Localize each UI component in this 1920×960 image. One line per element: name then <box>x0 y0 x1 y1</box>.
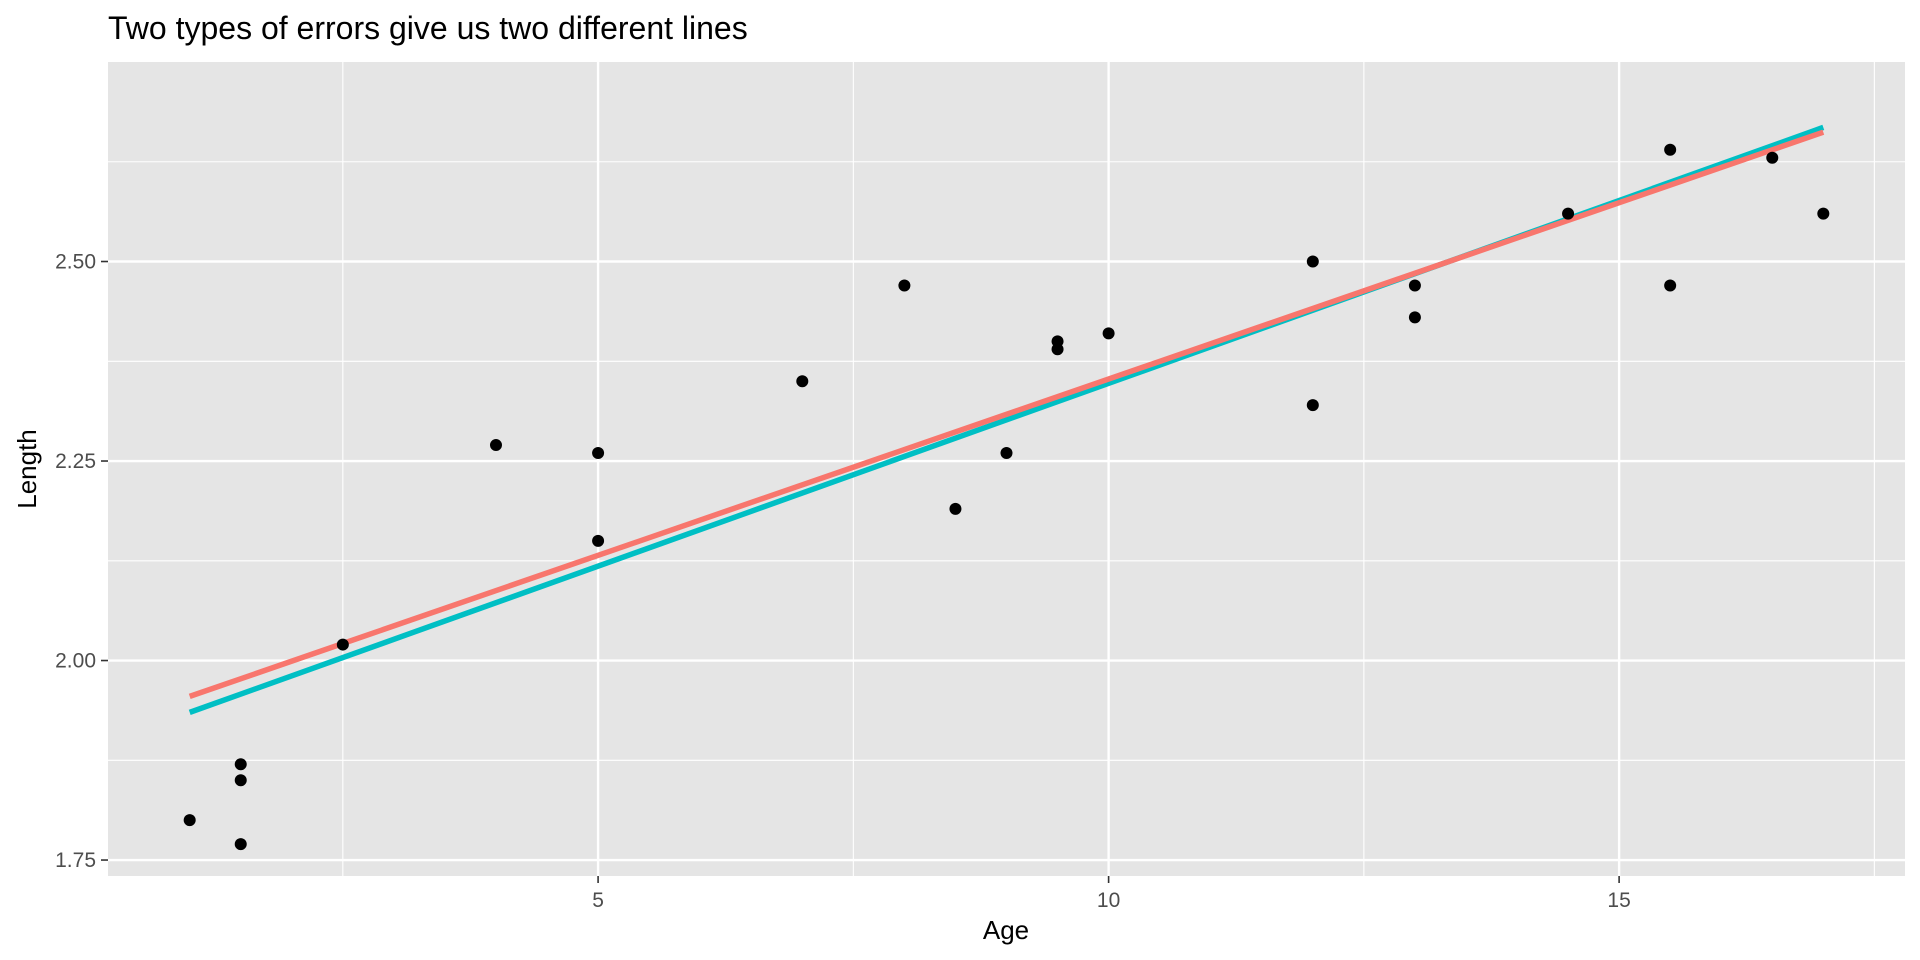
regression-lines <box>188 124 1825 715</box>
y-axis-ticks: 1.75 2.00 2.25 2.50 <box>55 251 108 872</box>
x-tick-label: 15 <box>1607 889 1630 912</box>
data-point <box>1408 279 1421 292</box>
data-point <box>234 774 247 787</box>
data-point <box>898 279 911 292</box>
x-tick-label: 5 <box>592 889 604 912</box>
y-tick-label: 2.00 <box>55 650 96 673</box>
grid-minor <box>108 62 1905 876</box>
y-tick-label: 1.75 <box>55 849 96 872</box>
data-point <box>592 447 605 460</box>
regression-line-2 <box>188 129 1825 699</box>
x-axis-ticks: 5 10 15 <box>592 876 1631 912</box>
x-tick-label: 10 <box>1097 889 1120 912</box>
data-point <box>234 758 247 771</box>
data-point <box>1664 279 1677 292</box>
y-axis-title: Length <box>12 429 42 509</box>
data-point <box>796 375 809 388</box>
data-point <box>1306 255 1319 268</box>
data-point <box>592 534 605 547</box>
data-points <box>183 143 1830 851</box>
data-point <box>489 439 502 452</box>
data-point <box>183 814 196 827</box>
data-point <box>1408 311 1421 324</box>
data-point <box>1000 447 1013 460</box>
data-point <box>1102 327 1115 340</box>
x-axis-title: Age <box>983 915 1029 945</box>
data-point <box>1306 399 1319 412</box>
data-point <box>336 638 349 651</box>
data-point <box>1051 343 1064 356</box>
data-point <box>234 838 247 851</box>
y-tick-label: 2.25 <box>55 450 96 473</box>
data-point <box>1766 151 1779 164</box>
data-point <box>1817 207 1830 220</box>
data-point <box>949 502 962 515</box>
data-point <box>1562 207 1575 220</box>
data-point <box>1664 143 1677 156</box>
chart-title: Two types of errors give us two differen… <box>108 10 748 46</box>
plot-panel <box>108 62 1905 876</box>
y-tick-label: 2.50 <box>55 251 96 274</box>
